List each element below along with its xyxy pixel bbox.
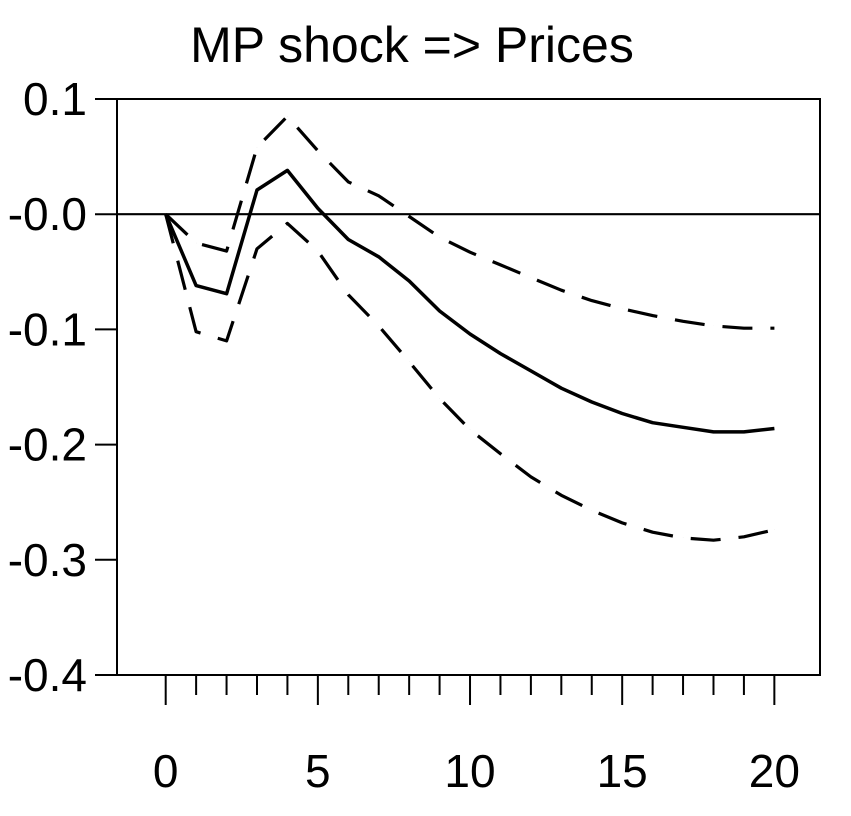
plot-frame [116, 98, 821, 676]
lower-band-line [164, 213, 775, 542]
y-tick-label: -0.2 [8, 419, 87, 471]
x-tick-label: 10 [444, 745, 495, 797]
x-tick-label: 20 [749, 745, 800, 797]
y-tick-label: 0.1 [23, 73, 87, 125]
y-tick-label: -0.3 [8, 534, 87, 586]
x-tick-label: 15 [597, 745, 648, 797]
x-axis: 0 5 10 15 20 [153, 675, 800, 797]
y-tick-label: -0.0 [8, 188, 87, 240]
y-axis: 0.1 -0.0 -0.1 -0.2 -0.3 -0.4 [8, 73, 117, 701]
x-tick-label: 0 [153, 745, 179, 797]
x-tick-label: 5 [305, 745, 331, 797]
chart-title: MP shock => Prices [190, 17, 634, 73]
y-tick-label: -0.1 [8, 303, 87, 355]
response-line [164, 168, 775, 434]
y-tick-label: -0.4 [8, 649, 87, 701]
upper-band-line [164, 114, 775, 330]
series-layer [164, 114, 775, 542]
